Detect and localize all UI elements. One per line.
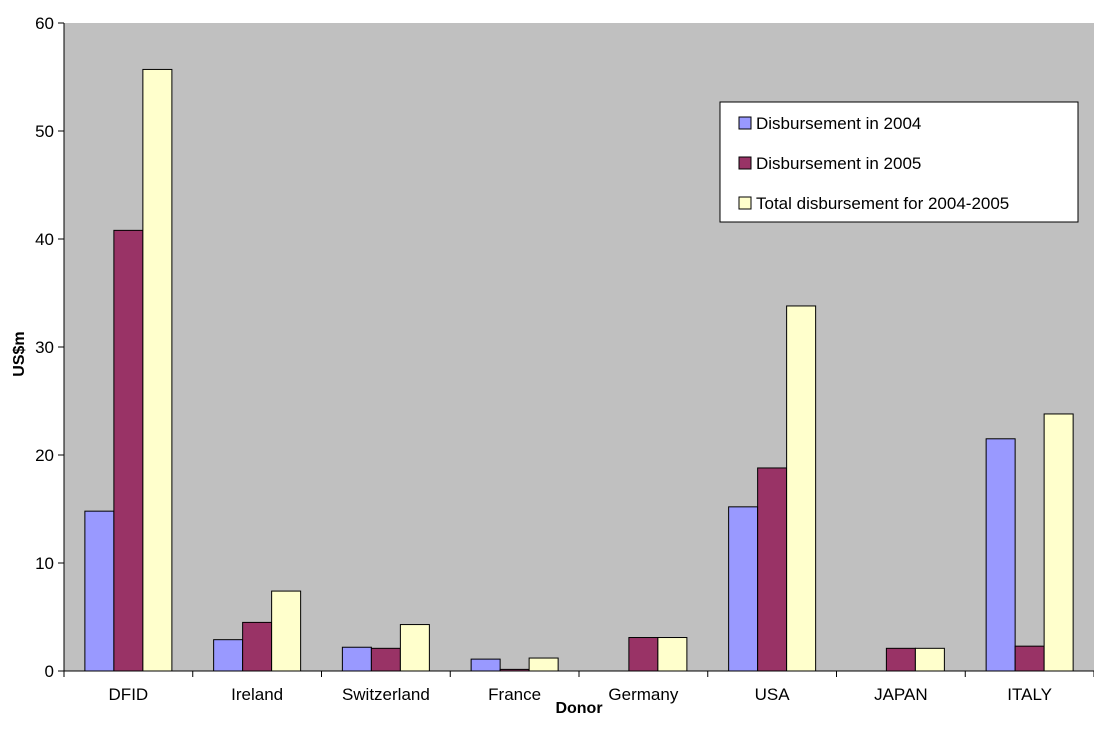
y-tick-label: 40 — [35, 230, 54, 249]
x-tick-label: Germany — [608, 685, 678, 704]
bar-italy-series-1 — [1014, 645, 1045, 672]
bar-japan-series-1 — [885, 647, 916, 672]
bar-ireland-series-2 — [271, 590, 302, 672]
bar-ireland-series-0 — [213, 639, 244, 672]
bar-switzerland-series-1 — [370, 647, 401, 672]
bar-switzerland-series-0 — [341, 646, 372, 672]
y-tick-label: 50 — [35, 122, 54, 141]
bar-japan-series-2 — [914, 647, 945, 672]
bar-ireland-series-1 — [242, 621, 273, 672]
bar-france-series-2 — [528, 657, 559, 672]
y-axis-title: US$m — [11, 331, 28, 376]
x-tick-label: USA — [755, 685, 791, 704]
bar-dfid-series-2 — [142, 68, 173, 672]
bar-italy-series-0 — [985, 438, 1016, 672]
x-tick-label: JAPAN — [874, 685, 928, 704]
x-tick-label: Switzerland — [342, 685, 430, 704]
bar-germany-series-1 — [628, 637, 659, 672]
legend-label-2: Total disbursement for 2004-2005 — [756, 194, 1009, 213]
x-tick-label: DFID — [109, 685, 149, 704]
legend-box — [719, 101, 1079, 223]
x-ticks-group: DFID Ireland Switzerland France Germany USA JA… — [63, 671, 1094, 704]
legend-label-0: Disbursement in 2004 — [756, 114, 921, 133]
y-tick-label: 10 — [35, 554, 54, 573]
bar-germany-series-2 — [657, 637, 688, 672]
x-tick-label: France — [488, 685, 541, 704]
x-tick-label: Ireland — [231, 685, 283, 704]
x-axis-title: Donor — [555, 700, 602, 717]
legend-swatch-2 — [738, 196, 752, 210]
y-ticks-group: 0 10 20 30 40 50 60 — [35, 14, 64, 681]
y-tick-label: 20 — [35, 446, 54, 465]
legend-swatch-1 — [738, 156, 752, 170]
bar-italy-series-2 — [1043, 413, 1074, 672]
y-tick-label: 30 — [35, 338, 54, 357]
bar-usa-series-2 — [786, 305, 817, 672]
bar-dfid-series-1 — [113, 229, 144, 672]
legend-swatch-0 — [738, 116, 752, 130]
y-tick-label: 0 — [45, 662, 54, 681]
legend: Disbursement in 2004 Disbursement in 2005… — [719, 101, 1079, 223]
bar-france-series-0 — [470, 658, 501, 672]
y-tick-label: 60 — [35, 14, 54, 33]
bar-usa-series-1 — [757, 467, 788, 672]
bar-dfid-series-0 — [84, 510, 115, 672]
bar-usa-series-0 — [728, 506, 759, 672]
bars-group — [84, 68, 1074, 672]
bar-switzerland-series-2 — [399, 624, 430, 672]
legend-label-1: Disbursement in 2005 — [756, 154, 921, 173]
x-tick-label: ITALY — [1007, 685, 1052, 704]
